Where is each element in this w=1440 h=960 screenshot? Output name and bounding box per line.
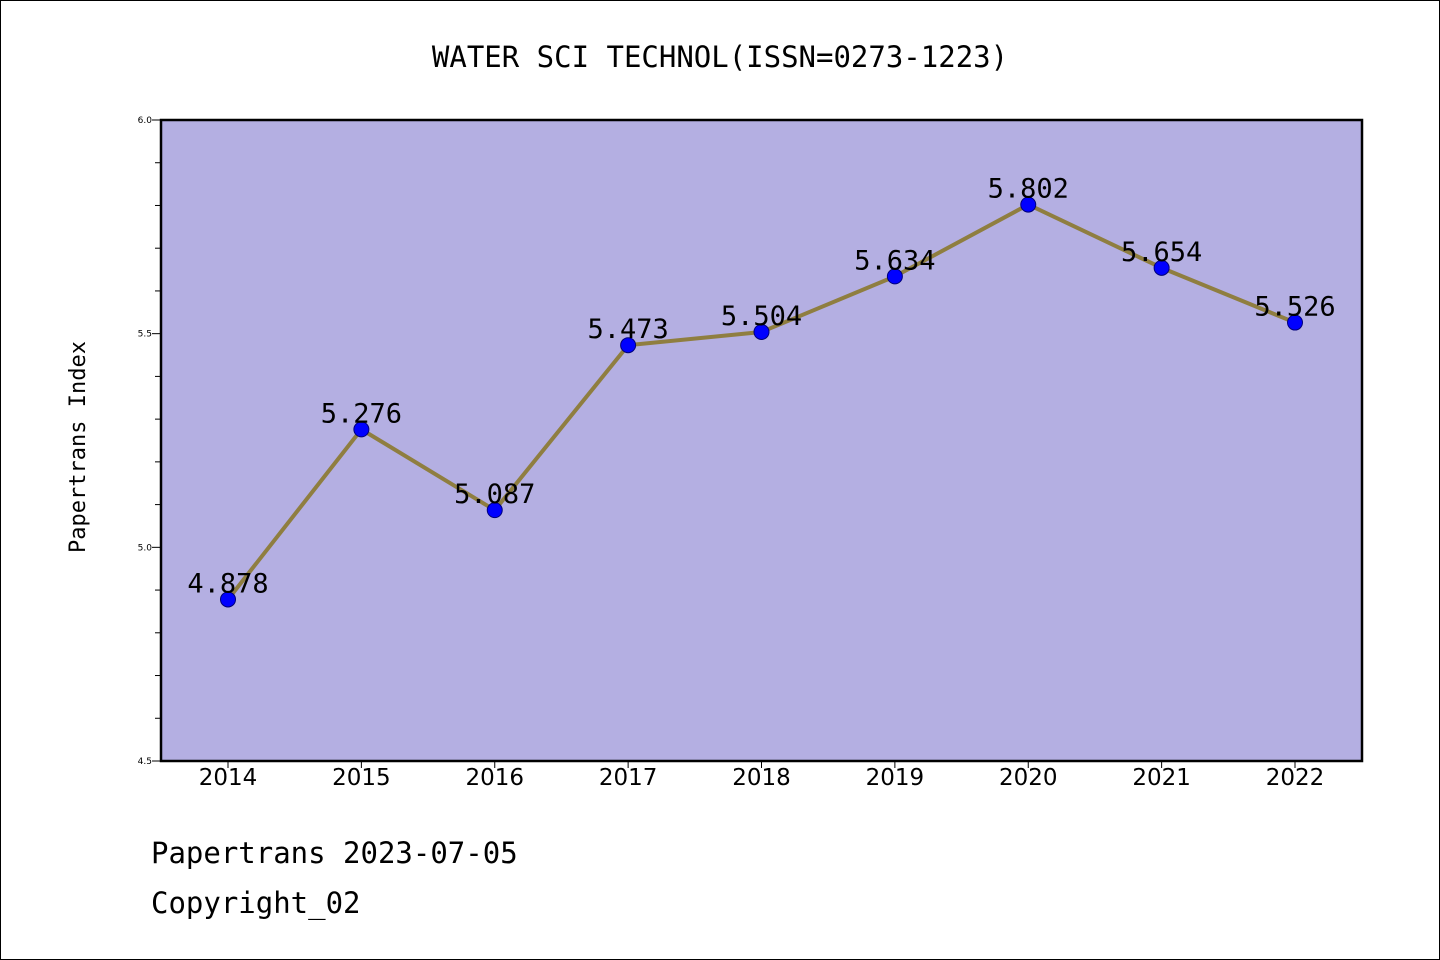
y-tick-label: 6.0 — [138, 116, 153, 126]
y-tick-label: 5.0 — [138, 543, 153, 553]
x-tick-label: 2017 — [599, 765, 658, 791]
data-point — [753, 323, 770, 340]
data-point — [220, 591, 236, 608]
x-tick-label: 2021 — [1132, 765, 1191, 791]
data-label: 5.504 — [721, 301, 802, 332]
data-point — [1153, 259, 1170, 276]
data-point — [1287, 314, 1303, 331]
x-tick-label: 2016 — [465, 765, 524, 791]
x-tick-label: 2022 — [1266, 765, 1325, 791]
data-label: 5.634 — [854, 245, 935, 276]
data-label: 5.654 — [1121, 237, 1202, 268]
chart-title: WATER SCI TECHNOL(ISSN=0273-1223) — [432, 40, 1008, 74]
footer-copyright: Copyright_02 — [151, 886, 361, 920]
data-label: 4.878 — [187, 568, 268, 599]
data-points — [220, 196, 1303, 608]
data-point — [353, 421, 370, 438]
data-label: 5.473 — [587, 314, 668, 345]
data-label: 5.526 — [1254, 292, 1335, 323]
x-tick-label: 2015 — [332, 765, 391, 791]
x-tick-label: 2019 — [866, 765, 925, 791]
data-label: 5.802 — [988, 174, 1069, 205]
axis-ticks: 4.5 5.0 5.5 6.0 2014 2015 2016 2017 2018 2019 2020… — [138, 116, 1325, 791]
x-tick-label: 2020 — [999, 765, 1058, 791]
x-tick-label: 2014 — [199, 765, 258, 791]
y-tick-label: 5.5 — [138, 330, 152, 340]
plot-area — [159, 118, 1364, 763]
data-point — [486, 502, 503, 519]
footer-date-line: Papertrans 2023-07-05 — [151, 836, 518, 870]
data-labels: 4.878 5.276 5.087 5.473 5.504 5.634 5.802 5.654… — [187, 174, 1335, 600]
data-point — [620, 337, 637, 354]
y-tick-label: 4.5 — [138, 757, 152, 767]
x-tick-label: 2018 — [732, 765, 791, 791]
data-point — [1020, 196, 1037, 213]
y-axis-label: Papertrans Index — [66, 341, 91, 553]
data-label: 5.087 — [454, 479, 535, 510]
data-point — [886, 268, 903, 285]
data-label: 5.276 — [321, 398, 402, 429]
